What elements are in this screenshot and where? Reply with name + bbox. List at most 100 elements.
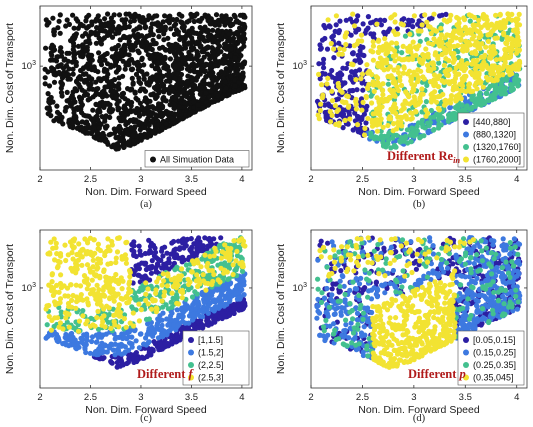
data-point	[444, 32, 450, 38]
data-point	[170, 295, 176, 301]
data-point	[117, 126, 124, 132]
data-point	[124, 293, 130, 300]
data-point	[452, 104, 458, 111]
x-tick-label: 3	[411, 174, 416, 185]
data-point	[162, 54, 168, 61]
data-point	[145, 104, 151, 110]
data-point	[80, 42, 86, 48]
data-point	[492, 96, 498, 102]
data-point	[439, 115, 445, 121]
data-point	[132, 290, 138, 296]
data-point	[450, 54, 457, 60]
data-point	[181, 245, 187, 251]
data-point	[410, 85, 416, 92]
data-point	[131, 243, 137, 249]
data-point	[143, 291, 149, 297]
data-point	[514, 16, 521, 22]
x-tick-label: 2.5	[84, 174, 97, 185]
data-point	[112, 45, 118, 51]
data-point	[216, 20, 222, 26]
data-point	[515, 83, 521, 89]
data-point	[167, 78, 173, 84]
data-point	[242, 14, 248, 20]
data-point	[353, 106, 359, 112]
data-point	[401, 64, 407, 70]
data-point	[205, 303, 211, 309]
data-point	[129, 75, 135, 81]
data-point	[189, 94, 195, 100]
data-point	[146, 122, 152, 128]
data-point	[173, 246, 179, 252]
data-point	[127, 269, 133, 276]
data-point	[359, 80, 365, 86]
data-point	[112, 142, 118, 148]
data-point	[448, 12, 454, 18]
data-point	[349, 69, 355, 75]
data-point	[419, 86, 425, 92]
data-point	[413, 266, 419, 272]
data-point	[87, 266, 93, 272]
data-point	[102, 250, 108, 256]
data-point	[374, 21, 380, 27]
data-point	[329, 88, 335, 94]
data-point	[393, 40, 399, 46]
data-point	[93, 40, 99, 46]
data-point	[337, 46, 343, 52]
data-point	[110, 306, 116, 312]
data-point	[88, 116, 94, 122]
data-point	[95, 86, 101, 92]
data-point	[99, 322, 105, 328]
data-point	[64, 311, 70, 317]
panel-caption: (c)	[140, 413, 152, 424]
data-point	[190, 302, 196, 308]
data-point	[328, 40, 334, 47]
data-point	[143, 335, 149, 341]
data-point	[203, 287, 209, 293]
data-point	[408, 49, 414, 55]
data-point	[438, 32, 445, 38]
data-point	[497, 12, 503, 18]
axes-frame	[39, 5, 253, 171]
data-point	[169, 42, 175, 48]
data-point	[138, 252, 144, 258]
data-point	[111, 319, 117, 325]
data-point	[191, 82, 197, 88]
data-point	[207, 242, 213, 248]
data-point	[56, 289, 62, 295]
data-point	[375, 38, 381, 44]
data-point	[355, 52, 361, 58]
data-point	[84, 280, 90, 286]
data-point	[172, 275, 178, 281]
data-point	[230, 262, 236, 268]
data-point	[196, 70, 202, 76]
data-point	[380, 124, 386, 130]
data-point	[494, 35, 500, 41]
data-point	[418, 28, 424, 34]
data-point	[159, 245, 165, 251]
data-point	[135, 67, 141, 73]
data-point	[412, 97, 418, 103]
data-point	[393, 144, 399, 150]
x-tick-label: 3	[138, 392, 143, 403]
data-point	[149, 118, 155, 124]
data-point	[173, 94, 179, 100]
data-point	[342, 117, 348, 123]
data-point	[153, 287, 159, 293]
data-point	[88, 249, 94, 255]
data-point	[116, 235, 122, 241]
data-point	[234, 248, 240, 254]
data-point	[174, 323, 180, 330]
scatter-points	[314, 235, 523, 370]
data-point	[472, 14, 478, 21]
data-point	[317, 107, 323, 114]
data-point	[186, 18, 192, 24]
data-point	[343, 41, 349, 48]
data-point	[79, 119, 85, 125]
data-point	[102, 293, 108, 299]
legend-marker	[463, 156, 469, 163]
data-point	[123, 25, 129, 31]
data-point	[501, 22, 507, 28]
data-point	[407, 132, 413, 138]
data-point	[226, 276, 232, 282]
